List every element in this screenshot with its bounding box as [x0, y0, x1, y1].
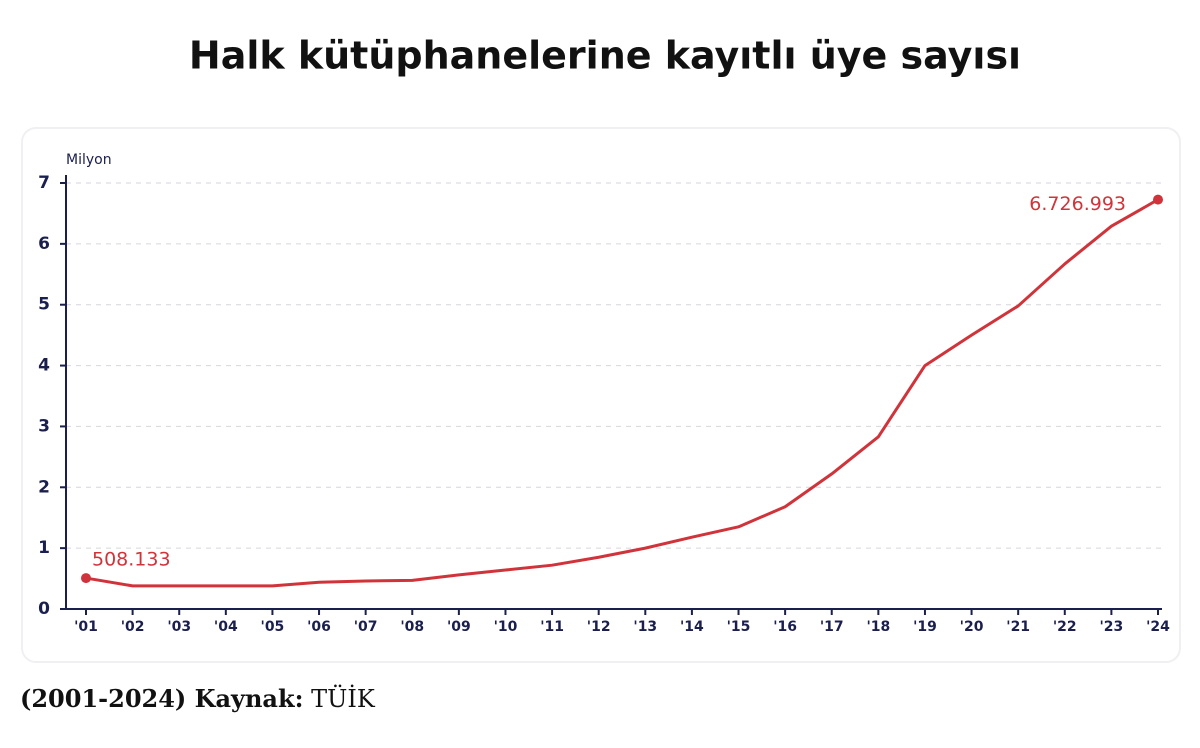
- x-tick-label: '16: [773, 619, 797, 635]
- end-point: [81, 573, 91, 584]
- line: [85, 198, 1159, 588]
- x-tick-label: '19: [913, 619, 937, 635]
- data-label: 6.726.993: [1029, 193, 1126, 215]
- y-tick-label: 7: [38, 173, 50, 193]
- x-tick-label: '09: [447, 619, 471, 635]
- y-tick-label: 6: [38, 234, 50, 254]
- end-point: [1153, 194, 1163, 205]
- x-tick-label: '06: [307, 619, 331, 635]
- x-tick-label: '21: [1006, 619, 1030, 635]
- x-tick-label: '17: [820, 619, 844, 635]
- y-tick-label: 4: [38, 356, 50, 376]
- footer: (2001-2024) Kaynak: TÜİK: [20, 684, 376, 713]
- y-tick-label: 5: [38, 295, 50, 315]
- x-tick-label: '04: [214, 619, 238, 635]
- x-tick-label: '15: [727, 619, 751, 635]
- x-tick-label: '12: [587, 619, 611, 635]
- x-tick-label: '11: [540, 619, 564, 635]
- x-tick-label: '08: [400, 619, 424, 635]
- data-label: 508.133: [92, 549, 171, 571]
- y-tick-label: 0: [38, 599, 50, 619]
- chart-title: Halk kütüphanelerine kayıtlı üye sayısı: [189, 34, 1021, 78]
- x-tick-label: '14: [680, 619, 704, 635]
- x-tick-label: '22: [1053, 619, 1077, 635]
- y-axis-label: Milyon: [66, 152, 112, 168]
- x-tick-label: '05: [261, 619, 285, 635]
- x-tick-label: '03: [167, 619, 191, 635]
- x-tick-label: '18: [866, 619, 890, 635]
- x-tick-label: '23: [1100, 619, 1124, 635]
- x-tick-label: '24: [1146, 619, 1170, 635]
- x-tick-label: '10: [494, 619, 518, 635]
- y-tick-label: 3: [38, 416, 50, 436]
- x-tick-label: '20: [960, 619, 984, 635]
- x-tick-label: '01: [74, 619, 98, 635]
- chart-panel: [21, 127, 1181, 663]
- x-tick-label: '07: [354, 619, 378, 635]
- source: TÜİK: [311, 684, 376, 713]
- x-tick-label: '13: [633, 619, 657, 635]
- x-tick-label: '02: [121, 619, 145, 635]
- source-prefix: (2001-2024) Kaynak:: [20, 684, 303, 713]
- y-tick-label: 1: [38, 538, 50, 558]
- y-tick-label: 2: [38, 477, 50, 497]
